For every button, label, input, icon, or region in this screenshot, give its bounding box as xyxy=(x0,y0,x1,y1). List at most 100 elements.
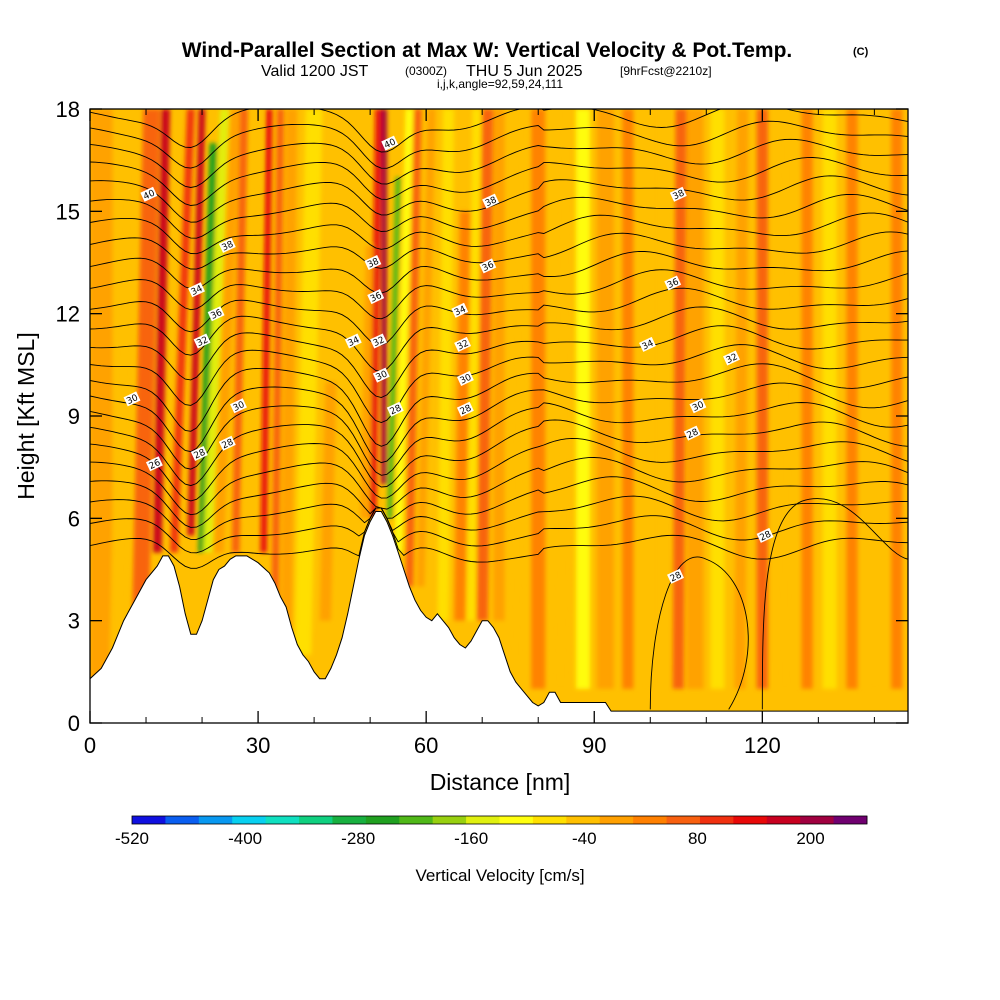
contour-label: 28 xyxy=(667,568,684,584)
contour-label: 34 xyxy=(344,333,362,349)
contour-label-text: 30 xyxy=(125,393,140,407)
velocity-streak xyxy=(846,109,858,689)
contour-label: 40 xyxy=(140,186,158,202)
velocity-streak xyxy=(756,109,768,689)
theta-contour-line xyxy=(90,402,908,476)
contour-label: 38 xyxy=(669,186,687,202)
velocity-streak xyxy=(416,109,436,587)
velocity-streak xyxy=(801,109,813,689)
contour-label-text: 30 xyxy=(232,400,247,414)
theta-contour-line xyxy=(90,138,908,188)
theta-contour-line xyxy=(90,344,908,423)
theta-contour-line xyxy=(90,175,908,223)
contour-label-bg xyxy=(188,282,205,298)
velocity-streak xyxy=(531,109,546,689)
contour-label-bg xyxy=(639,336,656,352)
contour-label-bg xyxy=(123,391,141,407)
colorbar-swatch xyxy=(165,816,200,824)
theta-contour-line xyxy=(90,495,908,540)
contour-label-bg xyxy=(386,401,404,417)
contour-label: 28 xyxy=(756,527,774,544)
theta-contour-line xyxy=(90,269,908,320)
contour-label-text: 34 xyxy=(453,304,468,318)
contour-label: 32 xyxy=(193,333,211,349)
velocity-streak xyxy=(493,109,505,621)
contour-label-text: 36 xyxy=(369,291,384,305)
contour-label-bg xyxy=(370,333,387,349)
velocity-streak xyxy=(231,109,248,553)
theta-contour-line xyxy=(90,109,908,153)
colorbar-swatch xyxy=(532,816,567,824)
colorbar-tick-label: -400 xyxy=(228,829,262,848)
x-tick-label: 60 xyxy=(414,733,438,758)
theta-contour-line xyxy=(90,212,908,255)
velocity-streak xyxy=(576,109,591,689)
colorbar xyxy=(131,815,868,825)
subtitle-valid: Valid 1200 JST xyxy=(261,63,369,80)
colorbar-tick-label: -40 xyxy=(572,829,597,848)
theta-contour-line xyxy=(90,507,908,569)
contour-label-text: 28 xyxy=(669,570,684,584)
contour-label-text: 38 xyxy=(672,188,687,202)
contour-label: 36 xyxy=(207,306,225,322)
colorbar-swatch xyxy=(666,816,701,824)
colorbar-swatch xyxy=(198,816,233,824)
colorbar-swatch xyxy=(299,816,333,824)
contour-label: 26 xyxy=(145,456,163,472)
contour-label-text: 36 xyxy=(209,308,224,322)
contour-label-text: 28 xyxy=(459,403,474,417)
velocity-streak xyxy=(686,109,704,689)
velocity-streak xyxy=(280,109,298,655)
contour-label: 30 xyxy=(123,391,141,407)
y-tick-label: 6 xyxy=(68,506,80,531)
contour-label-bg xyxy=(664,275,682,291)
plot-area: 40 38 34 36 32 30 30 28 28 26 40 38 36 34 32 30 28 38 36 34… xyxy=(90,109,908,723)
colorbar-swatch xyxy=(699,816,734,824)
theta-contours xyxy=(90,109,908,710)
x-tick-label: 120 xyxy=(744,733,781,758)
contour-label-text: 38 xyxy=(366,257,381,271)
velocity-streak xyxy=(386,177,401,519)
contour-label-bg xyxy=(367,289,385,305)
contour-label-bg xyxy=(218,435,236,451)
contour-label: 38 xyxy=(482,193,500,209)
chart-title-tag: (C) xyxy=(853,46,869,58)
contour-label-text: 36 xyxy=(666,277,681,291)
contour-label-bg xyxy=(372,367,390,383)
contour-label-text: 28 xyxy=(193,448,208,462)
colorbar-swatch xyxy=(232,816,267,824)
contour-label: 36 xyxy=(479,258,497,274)
contour-label: 32 xyxy=(723,350,740,366)
contour-label-text: 34 xyxy=(641,339,656,353)
colorbar-swatch xyxy=(332,816,367,824)
colorbar-tick-label: 80 xyxy=(688,829,707,848)
contour-label: 30 xyxy=(372,367,390,383)
y-tick-label: 3 xyxy=(68,609,80,634)
contour-label-text: 32 xyxy=(195,335,210,349)
contour-label-text: 40 xyxy=(142,188,157,202)
contour-label-bg xyxy=(479,258,497,274)
velocity-streak xyxy=(260,109,273,553)
theta-contour-line xyxy=(90,476,908,528)
velocity-streak xyxy=(597,109,614,689)
velocity-streak xyxy=(90,109,113,689)
contour-label-text: 26 xyxy=(148,458,163,472)
contour-label-text: 32 xyxy=(456,339,471,353)
colorbar-tick-label: -280 xyxy=(341,829,375,848)
colorbar-tick-label: -520 xyxy=(115,829,149,848)
colorbar-swatch xyxy=(432,816,467,824)
y-tick-label: 15 xyxy=(56,199,80,224)
contour-label-bg xyxy=(364,255,382,270)
colorbar-swatch xyxy=(132,816,166,824)
y-tick-label: 9 xyxy=(68,404,80,429)
theta-contour-line xyxy=(90,287,908,346)
contour-label-text: 36 xyxy=(481,260,496,274)
contour-label-bg xyxy=(451,302,469,318)
contour-label-bg xyxy=(190,446,208,461)
theta-contour-line xyxy=(90,250,908,294)
velocity-streak xyxy=(342,347,359,519)
contour-label-bg xyxy=(756,527,774,543)
theta-contour-line xyxy=(649,556,749,710)
velocity-streak xyxy=(360,245,375,519)
